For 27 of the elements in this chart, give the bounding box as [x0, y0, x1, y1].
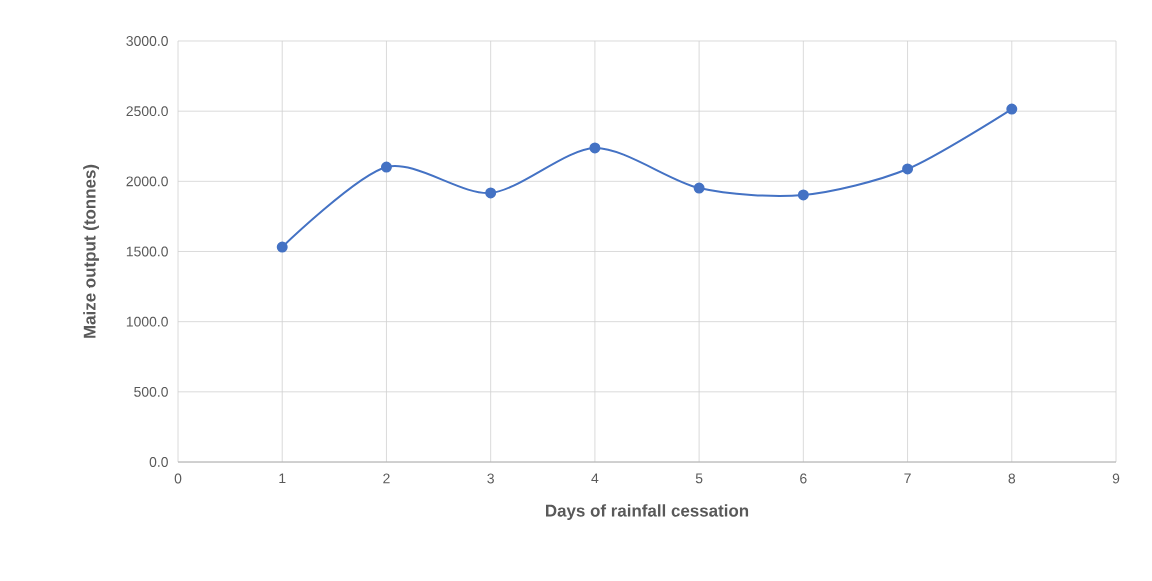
x-tick-label: 1 [279, 473, 286, 484]
x-tick-label: 8 [1008, 473, 1016, 484]
x-tick-label: 0 [174, 473, 182, 484]
point [589, 142, 601, 154]
y-tick-label: 1000.0 [126, 316, 168, 327]
x-tick-label: 3 [487, 473, 494, 484]
point [485, 187, 497, 199]
x-tick-label: 2 [383, 473, 390, 484]
x-tick-label: 7 [904, 473, 911, 484]
y-tick-label: 0.0 [149, 457, 168, 467]
y-axis-title: Maize output (tonnes) [83, 164, 99, 338]
x-tick-label: 5 [695, 473, 703, 484]
point [380, 161, 392, 173]
x-tick-label: 6 [800, 473, 807, 484]
x-tick-label: 4 [591, 473, 599, 484]
y-tick-label: 2000.0 [126, 176, 168, 187]
point [902, 163, 914, 175]
y-tick-label: 3000.0 [126, 36, 168, 46]
y-tick-label: 1500.0 [126, 246, 168, 257]
point [693, 182, 705, 194]
x-tick-label: 9 [1112, 473, 1120, 484]
point [797, 189, 809, 201]
point [1006, 103, 1018, 115]
y-tick-label: 2500.0 [126, 106, 168, 117]
y-tick-label: 500.0 [134, 386, 168, 397]
point [276, 241, 288, 253]
x-axis-title: Days of rainfall cessation [546, 504, 749, 521]
